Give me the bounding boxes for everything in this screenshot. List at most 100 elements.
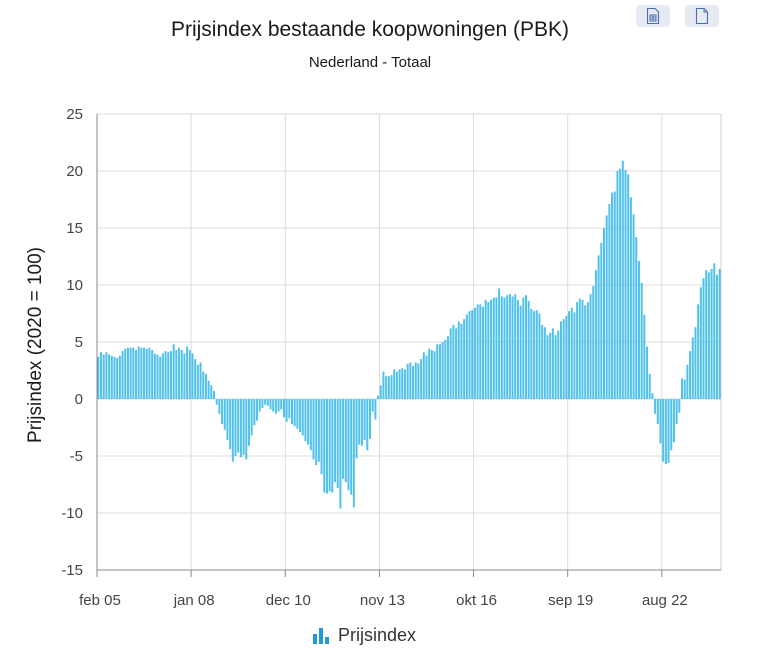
bar[interactable] <box>457 321 460 399</box>
bar[interactable] <box>586 302 589 399</box>
bar[interactable] <box>172 344 175 399</box>
bar[interactable] <box>500 296 503 399</box>
bar[interactable] <box>578 298 581 399</box>
bar[interactable] <box>699 287 702 399</box>
bar[interactable] <box>691 337 694 399</box>
bar[interactable] <box>331 399 334 493</box>
bar[interactable] <box>689 351 692 399</box>
bar[interactable] <box>541 324 544 399</box>
bar[interactable] <box>447 336 449 399</box>
bar[interactable] <box>498 288 501 399</box>
bar[interactable] <box>199 362 202 399</box>
bar[interactable] <box>678 399 681 413</box>
bar[interactable] <box>280 399 283 410</box>
bar[interactable] <box>116 357 119 399</box>
bar[interactable] <box>473 307 476 399</box>
bar[interactable] <box>277 399 280 412</box>
bar[interactable] <box>659 399 662 444</box>
bar[interactable] <box>511 296 514 399</box>
bar[interactable] <box>102 354 105 399</box>
bar[interactable] <box>264 399 267 405</box>
bar[interactable] <box>422 352 425 399</box>
bar[interactable] <box>619 168 622 399</box>
bar[interactable] <box>594 270 597 399</box>
bar[interactable] <box>603 228 605 399</box>
bar[interactable] <box>428 348 431 399</box>
bar[interactable] <box>516 299 519 399</box>
bar[interactable] <box>269 399 272 410</box>
bar[interactable] <box>317 399 320 462</box>
bar[interactable] <box>611 192 614 399</box>
bar[interactable] <box>455 328 458 399</box>
bar[interactable] <box>543 327 546 399</box>
bar[interactable] <box>662 399 665 462</box>
bar[interactable] <box>584 305 587 399</box>
bar[interactable] <box>256 399 259 421</box>
bar[interactable] <box>530 308 533 399</box>
bar[interactable] <box>312 399 315 460</box>
bar[interactable] <box>299 399 302 433</box>
bar[interactable] <box>350 399 353 495</box>
bar[interactable] <box>686 364 689 399</box>
bar[interactable] <box>414 362 417 399</box>
bar[interactable] <box>533 311 536 399</box>
bar[interactable] <box>627 174 630 399</box>
bar[interactable] <box>110 355 113 399</box>
bar[interactable] <box>656 399 659 425</box>
bar[interactable] <box>436 344 439 399</box>
bar[interactable] <box>589 294 592 399</box>
bar[interactable] <box>565 315 568 399</box>
bar[interactable] <box>371 399 374 412</box>
bar[interactable] <box>694 327 697 399</box>
bar[interactable] <box>549 332 552 399</box>
bar[interactable] <box>487 302 490 399</box>
bar[interactable] <box>444 339 447 399</box>
bar[interactable] <box>135 349 137 399</box>
bar[interactable] <box>471 310 474 399</box>
bar[interactable] <box>339 399 342 509</box>
bar[interactable] <box>374 399 377 420</box>
bar[interactable] <box>188 349 191 399</box>
bar[interactable] <box>465 314 468 399</box>
bar[interactable] <box>223 399 226 430</box>
bar[interactable] <box>250 399 253 436</box>
bar[interactable] <box>132 347 135 399</box>
bar[interactable] <box>573 312 576 399</box>
bar[interactable] <box>522 297 525 399</box>
bar[interactable] <box>393 369 396 399</box>
bar[interactable] <box>261 399 264 409</box>
bar[interactable] <box>143 347 146 399</box>
bar[interactable] <box>664 399 667 464</box>
bar[interactable] <box>718 269 721 399</box>
bar[interactable] <box>492 297 495 399</box>
bar[interactable] <box>667 399 670 463</box>
bar[interactable] <box>551 328 554 399</box>
bar[interactable] <box>325 399 328 494</box>
bar[interactable] <box>643 314 646 399</box>
bar[interactable] <box>395 371 398 399</box>
bar[interactable] <box>231 399 234 462</box>
bar[interactable] <box>621 160 624 399</box>
bar[interactable] <box>535 310 538 399</box>
bar[interactable] <box>245 399 248 460</box>
bar[interactable] <box>438 344 441 399</box>
bar[interactable] <box>180 349 183 399</box>
bar[interactable] <box>358 399 361 445</box>
legend-item-prijsindex[interactable]: Prijsindex <box>312 625 416 646</box>
bar[interactable] <box>527 300 530 399</box>
bar[interactable] <box>683 379 686 399</box>
bar[interactable] <box>654 399 657 414</box>
bar[interactable] <box>490 299 493 399</box>
bar[interactable] <box>253 399 256 426</box>
bar[interactable] <box>681 378 683 399</box>
bar[interactable] <box>151 349 154 399</box>
bar[interactable] <box>167 352 170 399</box>
bar[interactable] <box>204 373 207 399</box>
bar[interactable] <box>495 297 498 399</box>
bar[interactable] <box>476 304 479 399</box>
bar[interactable] <box>285 399 288 422</box>
bar[interactable] <box>479 304 482 399</box>
bar[interactable] <box>266 399 269 406</box>
bar[interactable] <box>377 395 380 399</box>
bar[interactable] <box>605 215 608 399</box>
